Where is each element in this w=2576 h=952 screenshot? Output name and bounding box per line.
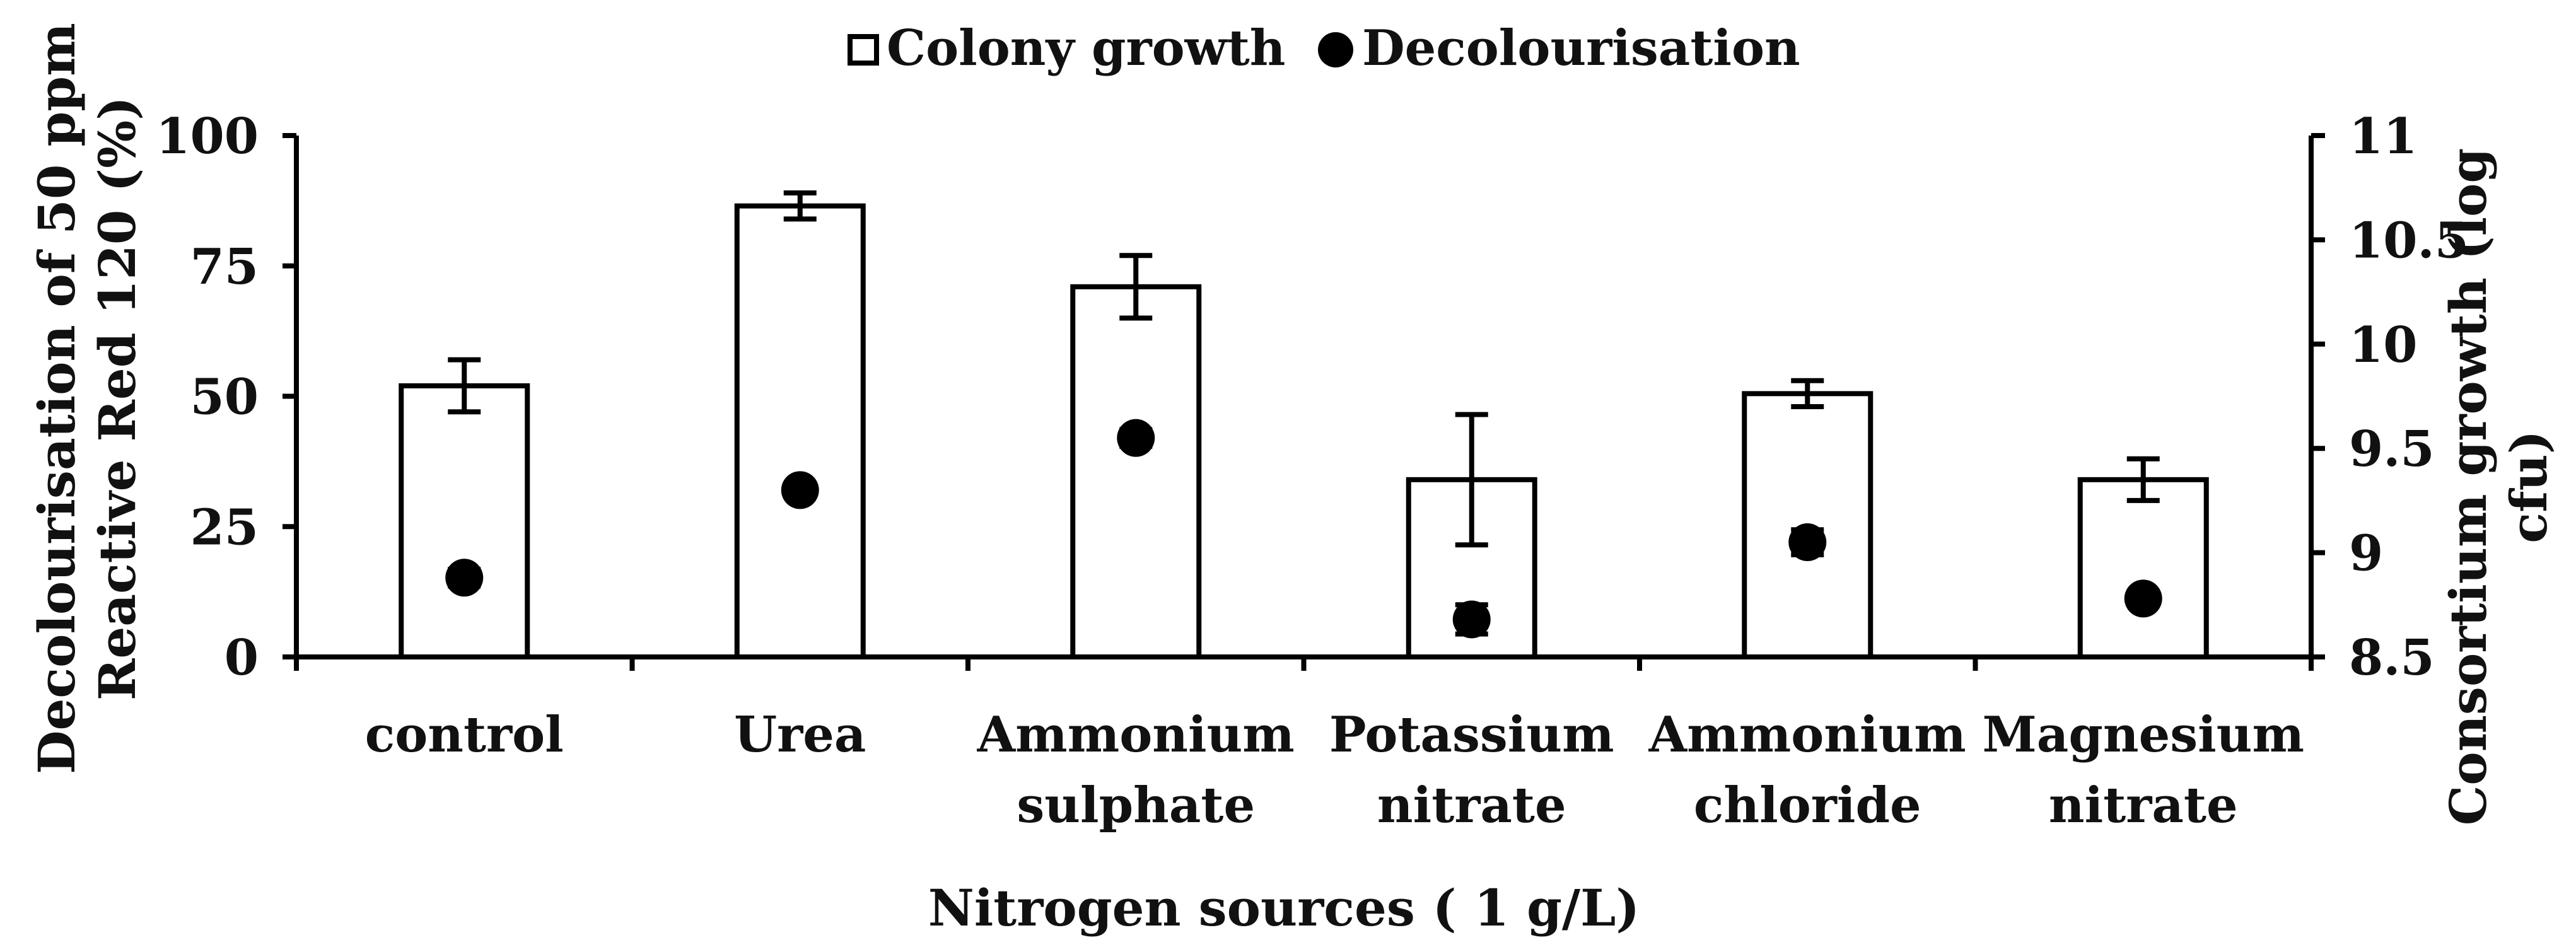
left-y-tick-label: 50	[190, 369, 259, 426]
left-y-axis-title-line-1: Decolourisation of 50 ppm	[27, 23, 86, 774]
right-y-tick-label: 9	[2349, 525, 2383, 583]
ticks-layer: 0 25 50 75 100 8.5 9 9.5 10 10.5 11 control Urea Ammo…	[156, 108, 2469, 834]
colony-growth-bar	[734, 203, 866, 659]
left-y-axis-title-line-2: Reactive Red 120 (%)	[88, 96, 147, 700]
decolourisation-point	[1452, 600, 1491, 639]
legend-square-icon	[848, 34, 879, 66]
colony-growth-bar	[399, 383, 530, 660]
legend: Colony growth Decolourisation	[848, 20, 1800, 77]
right-y-tick-label: 11	[2349, 108, 2418, 165]
x-category-label: Urea	[734, 706, 866, 763]
x-category-label: Ammonium	[977, 706, 1295, 763]
x-category-label: Magnesium	[1982, 706, 2304, 763]
decolourisation-point	[1117, 419, 1155, 457]
colony-growth-bar	[2077, 477, 2209, 659]
right-y-tick-label: 10	[2349, 316, 2418, 374]
markers-layer	[445, 419, 2162, 639]
right-y-tick-label: 8.5	[2349, 629, 2435, 687]
x-category-label: chloride	[1694, 777, 1921, 834]
axes-layer	[294, 136, 2314, 659]
x-category-label: sulphate	[1017, 777, 1255, 834]
legend-label-colony-growth: Colony growth	[887, 20, 1286, 77]
legend-circle-icon	[1318, 32, 1353, 67]
decolourisation-point	[2124, 579, 2162, 618]
right-y-tick-label: 9.5	[2349, 421, 2435, 478]
x-category-label: nitrate	[1377, 777, 1566, 834]
left-y-tick-label: 25	[190, 499, 259, 556]
x-category-label: control	[365, 706, 564, 763]
right-y-axis-title-line-2: cfu)	[2499, 430, 2558, 543]
x-category-label: Potassium	[1329, 706, 1614, 763]
decolourisation-point	[1788, 523, 1827, 562]
x-category-label: Ammonium	[1648, 706, 1966, 763]
x-category-label: nitrate	[2049, 777, 2238, 834]
right-y-tick-label: 10.5	[2349, 212, 2469, 269]
right-y-axis-title-line-1: Consortium growth (log	[2439, 148, 2498, 826]
x-axis-title: Nitrogen sources ( 1 g/L)	[928, 878, 1640, 937]
decolourisation-point	[445, 559, 484, 597]
decolourisation-point	[781, 471, 819, 509]
bars-layer	[399, 190, 2209, 660]
left-y-tick-label: 100	[156, 108, 259, 165]
legend-label-decolourisation: Decolourisation	[1362, 20, 1800, 77]
left-y-tick-label: 75	[190, 238, 259, 296]
colony-growth-bar	[1070, 284, 1202, 659]
left-y-tick-label: 0	[224, 629, 259, 687]
